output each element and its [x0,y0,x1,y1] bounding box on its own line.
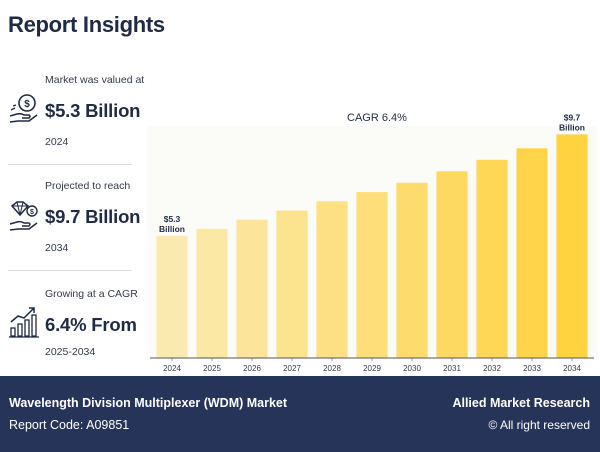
x-tick-label: 2032 [483,364,501,373]
svg-text:$: $ [24,99,30,110]
x-tick-label: 2026 [243,364,261,373]
stat-label: Market was valued at [45,74,145,86]
bar-2029 [356,192,388,358]
bar-2027 [276,210,308,358]
x-tick-label: 2028 [323,364,341,373]
bar-2033 [516,148,548,358]
chart-svg: 2024 2025 2026 2027 2028 2029 2030 2031 2032 2033… [147,112,597,373]
data-label: $9.7 [564,112,581,122]
footer-bar: Wavelength Division Multiplexer (WDM) Ma… [0,376,600,452]
money-hand-icon: $ [8,92,40,126]
data-label: Billion [559,122,585,132]
stat-year: 2025-2034 [45,346,96,358]
stat-value: 6.4% From [45,314,137,335]
stat-value: $9.7 Billion [45,206,141,227]
bar-2025 [196,228,228,358]
data-label: $5.3 [164,214,181,224]
stat-label: Growing at a CAGR [45,288,138,300]
bar-2032 [476,159,508,358]
footer-brand: Allied Market Research [452,396,590,410]
footer-report-code: Report Code: A09851 [9,418,130,432]
data-label: Billion [159,224,185,234]
stat-divider [8,270,132,271]
bar-2031 [436,171,468,358]
stat-market-value: Market was valued at $ $5.3 Billion 2024 [8,70,144,190]
bar-2026 [236,219,268,358]
x-tick-label: 2034 [563,364,581,373]
stat-projected-value: Projected to reach $ $9.7 Billion 2034 [8,176,140,296]
bar-2030 [396,182,428,358]
stat-cagr: Growing at a CAGR 6.4% From 2025-2034 [8,284,138,404]
x-tick-label: 2024 [163,364,181,373]
bar-chart: 2024 2025 2026 2027 2028 2029 2030 2031 2032 2033… [147,96,600,376]
x-tick-label: 2029 [363,364,381,373]
page-title: Report Insights [8,12,165,37]
x-tick-label: 2031 [443,364,461,373]
stat-year: 2024 [45,136,69,148]
svg-text:$: $ [30,209,34,216]
bar-2024 [156,235,188,358]
diamond-hand-icon: $ [8,198,40,232]
x-tick-label: 2025 [203,364,221,373]
stat-divider [8,164,132,165]
stat-label: Projected to reach [45,180,131,192]
cagr-annotation: CAGR 6.4% [347,112,407,124]
bar-2034 [556,134,588,358]
stat-year: 2034 [45,242,69,254]
x-tick-label: 2033 [523,364,541,373]
footer-rights: © All right reserved [488,418,590,432]
x-tick-label: 2027 [283,364,301,373]
footer-market-title: Wavelength Division Multiplexer (WDM) Ma… [9,396,288,410]
growth-chart-icon [8,304,40,338]
bar-2028 [316,201,348,358]
x-tick-label: 2030 [403,364,421,373]
stat-value: $5.3 Billion [45,100,141,121]
